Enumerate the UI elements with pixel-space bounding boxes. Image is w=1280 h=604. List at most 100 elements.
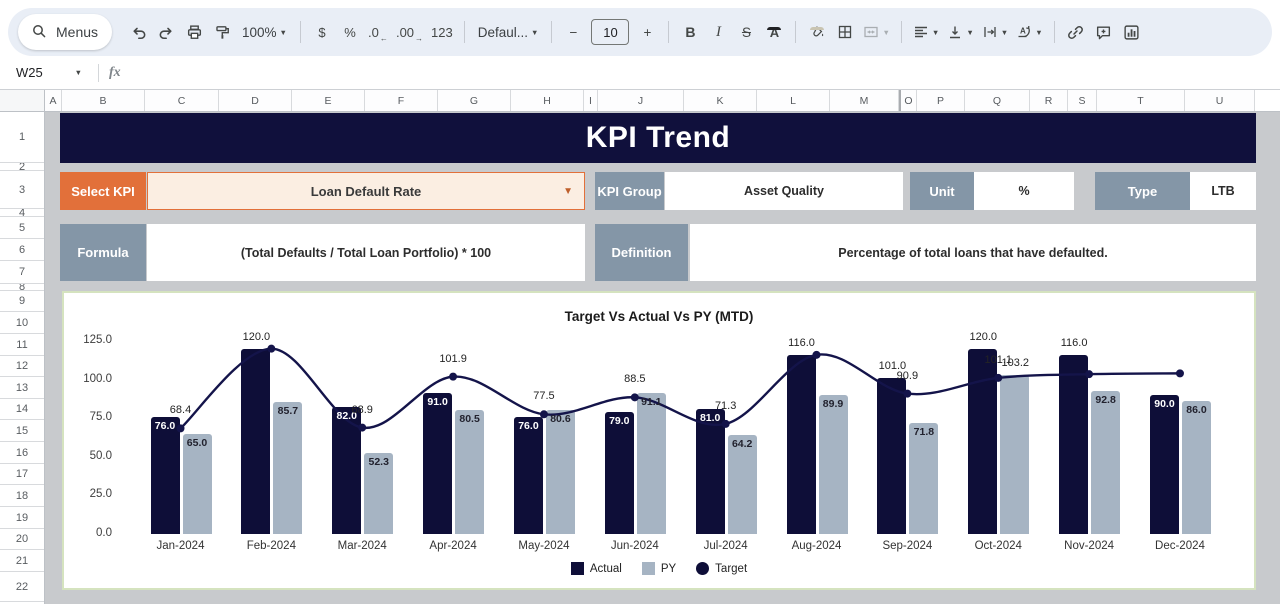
column-header-J[interactable]: J [598,90,684,111]
decrease-font-size-button[interactable]: − [569,24,578,40]
insert-chart-button[interactable] [1118,17,1146,47]
row-header-21[interactable]: 21 [0,550,44,572]
select-all-corner[interactable] [0,90,45,111]
column-header-I[interactable]: I [584,90,598,111]
column-header-M[interactable]: M [830,90,899,111]
column-header-A[interactable]: A [45,90,62,111]
row-header-8[interactable]: 8 [0,284,44,291]
vertical-align-button[interactable]: ▼ [943,17,977,47]
column-header-T[interactable]: T [1097,90,1185,111]
text-color-button[interactable]: A [760,17,788,47]
increase-font-size-button[interactable]: + [643,24,652,40]
column-header-F[interactable]: F [365,90,438,111]
kpi-group-label-cell[interactable]: KPI Group [595,172,664,210]
text-rotation-button[interactable]: A ▼ [1012,17,1046,47]
insert-link-button[interactable] [1062,17,1090,47]
actual-data-label: 91.0 [427,396,448,409]
target-data-label: 68.4 [169,404,192,417]
redo-button[interactable] [152,17,180,47]
column-header-Q[interactable]: Q [965,90,1030,111]
type-label-cell[interactable]: Type [1095,172,1190,210]
select-kpi-label-cell[interactable]: Select KPI [60,172,146,210]
fill-color-button[interactable] [803,17,831,47]
undo-button[interactable] [124,17,152,47]
increase-decimal-button[interactable]: .00 → [392,17,427,47]
zoom-control[interactable]: 100% ▼ [236,17,293,47]
formula-label-cell[interactable]: Formula [60,224,146,281]
format-currency-button[interactable]: $ [318,24,326,40]
name-box[interactable]: W25 ▼ [0,65,88,80]
row-header-5[interactable]: 5 [0,217,44,239]
text-wrapping-button[interactable]: ▼ [978,17,1012,47]
borders-button[interactable] [831,17,859,47]
row-header-2[interactable]: 2 [0,163,44,171]
sheet-canvas[interactable]: KPI Trend Select KPI Loan Default Rate ▼… [45,112,1280,604]
formula-input[interactable] [121,56,1280,89]
menus-button[interactable]: Menus [18,14,112,50]
column-header-B[interactable]: B [62,90,145,111]
row-header-19[interactable]: 19 [0,507,44,529]
row-header-7[interactable]: 7 [0,261,44,284]
row-header-1[interactable]: 1 [0,112,44,163]
font-selector[interactable]: Defaul... ▼ [472,17,545,47]
row-header-22[interactable]: 22 [0,572,44,602]
row-header-12[interactable]: 12 [0,356,44,377]
font-size-input[interactable]: 10 [591,19,630,45]
decrease-decimal-button[interactable]: .0 ← [364,17,392,47]
horizontal-align-button[interactable]: ▼ [909,17,943,47]
unit-label-cell[interactable]: Unit [910,172,974,210]
row-header-4[interactable]: 4 [0,209,44,217]
column-header-H[interactable]: H [511,90,584,111]
row-header-17[interactable]: 17 [0,464,44,485]
print-button[interactable] [180,17,208,47]
definition-value-cell[interactable]: Percentage of total loans that have defa… [690,224,1256,281]
row-header-6[interactable]: 6 [0,239,44,261]
column-header-O[interactable]: O [899,90,917,111]
chart-title: Target Vs Actual Vs PY (MTD) [564,309,754,324]
column-header-L[interactable]: L [757,90,830,111]
row-header-14[interactable]: 14 [0,399,44,420]
row-header-3[interactable]: 3 [0,171,44,209]
type-value-cell[interactable]: LTB [1190,172,1256,210]
formula-value-cell[interactable]: (Total Defaults / Total Loan Portfolio) … [147,224,585,281]
row-header-11[interactable]: 11 [0,334,44,356]
row-header-9[interactable]: 9 [0,291,44,312]
kpi-chart[interactable]: Target Vs Actual Vs PY (MTD) 125.0 100.0 7… [62,291,1256,590]
column-header-U[interactable]: U [1185,90,1255,111]
row-header-16[interactable]: 16 [0,442,44,464]
column-header-C[interactable]: C [145,90,219,111]
insert-comment-button[interactable] [1090,17,1118,47]
row-header-18[interactable]: 18 [0,485,44,507]
column-header-D[interactable]: D [219,90,292,111]
bold-button[interactable]: B [685,24,696,40]
caret-down-icon: ▼ [279,27,287,37]
dashboard-title-cell[interactable]: KPI Trend [60,113,1256,163]
strikethrough-button[interactable]: S [741,24,751,40]
legend-label: Target [715,562,748,575]
row-header-15[interactable]: 15 [0,420,44,442]
arrow-left-icon: ← [379,34,388,43]
x-axis-label: Jun-2024 [610,540,659,552]
italic-button[interactable]: I [715,23,721,40]
format-percent-button[interactable]: % [344,24,356,40]
y-axis-tick: 0.0 [96,527,112,539]
column-header-R[interactable]: R [1030,90,1068,111]
kpi-group-value-cell[interactable]: Asset Quality [665,172,903,210]
column-header-G[interactable]: G [438,90,511,111]
actual-bar [332,407,362,534]
target-point [1175,369,1184,378]
definition-label-cell[interactable]: Definition [595,224,688,281]
column-header-K[interactable]: K [684,90,757,111]
column-header-E[interactable]: E [292,90,365,111]
row-header-20[interactable]: 20 [0,529,44,550]
more-formats-button[interactable]: 123 [431,24,453,40]
row-header-13[interactable]: 13 [0,377,44,399]
paint-format-button[interactable] [208,17,236,47]
column-header-S[interactable]: S [1068,90,1097,111]
dropdown-arrow-icon[interactable]: ▼ [563,185,573,197]
row-header-10[interactable]: 10 [0,312,44,334]
kpi-dropdown[interactable]: Loan Default Rate ▼ [147,172,585,210]
merge-cells-button[interactable]: ▼ [859,17,893,47]
unit-value-cell[interactable]: % [974,172,1074,210]
column-header-P[interactable]: P [917,90,965,111]
